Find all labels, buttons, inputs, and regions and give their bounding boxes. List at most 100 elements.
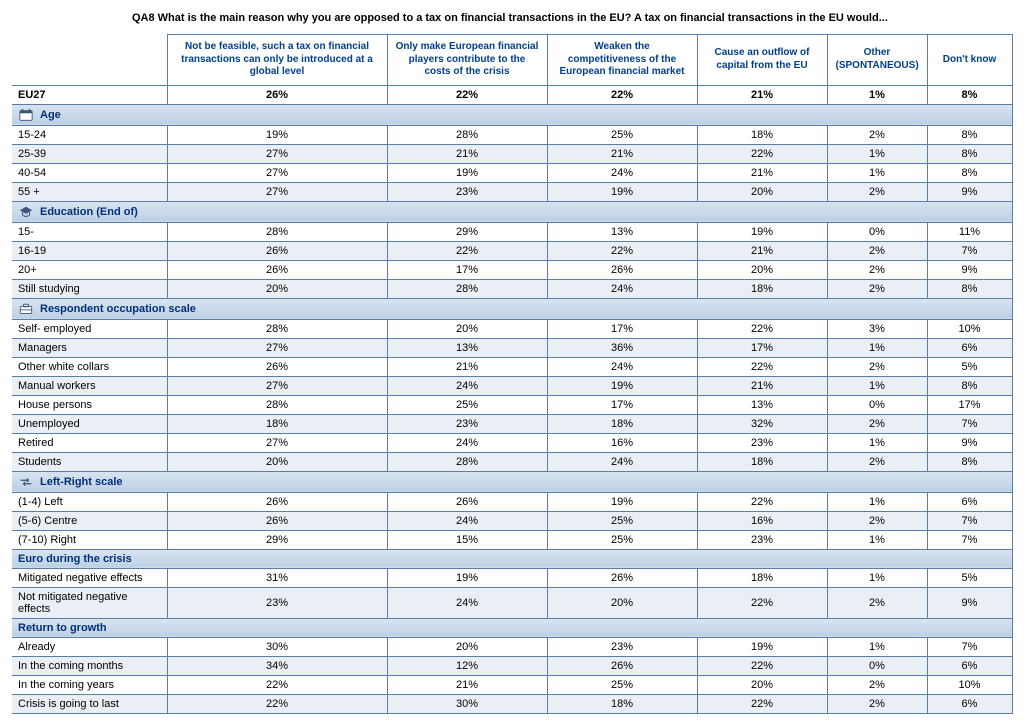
group-header: Respondent occupation scale	[12, 298, 1012, 319]
cell-value: 1%	[827, 568, 927, 587]
cell-value: 22%	[547, 241, 697, 260]
cell-value: 19%	[167, 125, 387, 144]
cell-value: 2%	[827, 414, 927, 433]
cell-value: 9%	[927, 587, 1012, 618]
cell-value: 25%	[547, 511, 697, 530]
cell-value: 19%	[547, 182, 697, 201]
data-table: Not be feasible, such a tax on financial…	[12, 34, 1013, 714]
row-label: Other white collars	[12, 357, 167, 376]
cell-value: 2%	[827, 357, 927, 376]
col-header: Don't know	[927, 35, 1012, 86]
cell-value: 22%	[697, 319, 827, 338]
cell-value: 16%	[697, 511, 827, 530]
group-title: Return to growth	[18, 622, 107, 634]
cell-value: 28%	[387, 279, 547, 298]
cell-value: 29%	[167, 530, 387, 549]
cell-value: 1%	[827, 637, 927, 656]
cell-value: 22%	[697, 694, 827, 713]
row-label: Students	[12, 452, 167, 471]
cell-value: 2%	[827, 511, 927, 530]
cell-value: 31%	[167, 568, 387, 587]
cell-value: 25%	[547, 125, 697, 144]
table-row: 20+26%17%26%20%2%9%	[12, 260, 1012, 279]
cell-value: 28%	[167, 319, 387, 338]
cell-value: 1%	[827, 144, 927, 163]
group-title: Respondent occupation scale	[40, 302, 196, 314]
cell-value: 1%	[827, 85, 927, 104]
row-label: House persons	[12, 395, 167, 414]
cell-value: 2%	[827, 241, 927, 260]
cell-value: 2%	[827, 125, 927, 144]
row-label: 40-54	[12, 163, 167, 182]
cell-value: 8%	[927, 279, 1012, 298]
row-label: EU27	[12, 85, 167, 104]
col-header: Only make European financial players con…	[387, 35, 547, 86]
row-label: 15-	[12, 222, 167, 241]
col-header: Not be feasible, such a tax on financial…	[167, 35, 387, 86]
cell-value: 5%	[927, 357, 1012, 376]
cell-value: 8%	[927, 85, 1012, 104]
row-label: In the coming months	[12, 656, 167, 675]
row-label: (7-10) Right	[12, 530, 167, 549]
cell-value: 23%	[697, 433, 827, 452]
cell-value: 36%	[547, 338, 697, 357]
cell-value: 22%	[387, 85, 547, 104]
table-row: Mitigated negative effects31%19%26%18%1%…	[12, 568, 1012, 587]
cell-value: 20%	[387, 637, 547, 656]
cell-value: 20%	[387, 319, 547, 338]
cell-value: 24%	[387, 587, 547, 618]
cell-value: 27%	[167, 433, 387, 452]
group-title: Age	[40, 108, 61, 120]
cell-value: 26%	[167, 492, 387, 511]
table-row: Crisis is going to last22%30%18%22%2%6%	[12, 694, 1012, 713]
cell-value: 23%	[697, 530, 827, 549]
cell-value: 8%	[927, 376, 1012, 395]
cell-value: 24%	[547, 163, 697, 182]
cell-value: 1%	[827, 530, 927, 549]
group-header: Return to growth	[12, 618, 1012, 637]
row-label: Already	[12, 637, 167, 656]
cell-value: 22%	[387, 241, 547, 260]
cell-value: 28%	[167, 395, 387, 414]
table-row: Other white collars26%21%24%22%2%5%	[12, 357, 1012, 376]
group-header: Education (End of)	[12, 201, 1012, 222]
cell-value: 24%	[547, 357, 697, 376]
group-title: Euro during the crisis	[18, 553, 132, 565]
row-label: Not mitigated negative effects	[12, 587, 167, 618]
cell-value: 2%	[827, 260, 927, 279]
cell-value: 12%	[387, 656, 547, 675]
cell-value: 24%	[387, 433, 547, 452]
table-row: 15-2419%28%25%18%2%8%	[12, 125, 1012, 144]
cell-value: 8%	[927, 144, 1012, 163]
table-row: (7-10) Right29%15%25%23%1%7%	[12, 530, 1012, 549]
cell-value: 10%	[927, 319, 1012, 338]
cell-value: 28%	[167, 222, 387, 241]
cell-value: 30%	[167, 637, 387, 656]
row-label: 20+	[12, 260, 167, 279]
cell-value: 9%	[927, 260, 1012, 279]
table-row: 40-5427%19%24%21%1%8%	[12, 163, 1012, 182]
cell-value: 7%	[927, 530, 1012, 549]
cell-value: 26%	[167, 85, 387, 104]
cell-value: 20%	[167, 452, 387, 471]
cell-value: 18%	[697, 125, 827, 144]
cell-value: 22%	[697, 656, 827, 675]
cell-value: 22%	[697, 144, 827, 163]
cell-value: 21%	[387, 357, 547, 376]
cell-value: 1%	[827, 163, 927, 182]
cell-value: 11%	[927, 222, 1012, 241]
cell-value: 17%	[547, 319, 697, 338]
table-row: Manual workers27%24%19%21%1%8%	[12, 376, 1012, 395]
cell-value: 7%	[927, 511, 1012, 530]
row-label: (1-4) Left	[12, 492, 167, 511]
cell-value: 1%	[827, 338, 927, 357]
row-label: 25-39	[12, 144, 167, 163]
briefcase-icon	[18, 302, 34, 316]
cell-value: 26%	[547, 656, 697, 675]
cell-value: 27%	[167, 376, 387, 395]
cell-value: 18%	[547, 414, 697, 433]
cell-value: 18%	[167, 414, 387, 433]
table-row: Unemployed18%23%18%32%2%7%	[12, 414, 1012, 433]
col-header: Cause an outflow of capital from the EU	[697, 35, 827, 86]
cell-value: 22%	[697, 357, 827, 376]
